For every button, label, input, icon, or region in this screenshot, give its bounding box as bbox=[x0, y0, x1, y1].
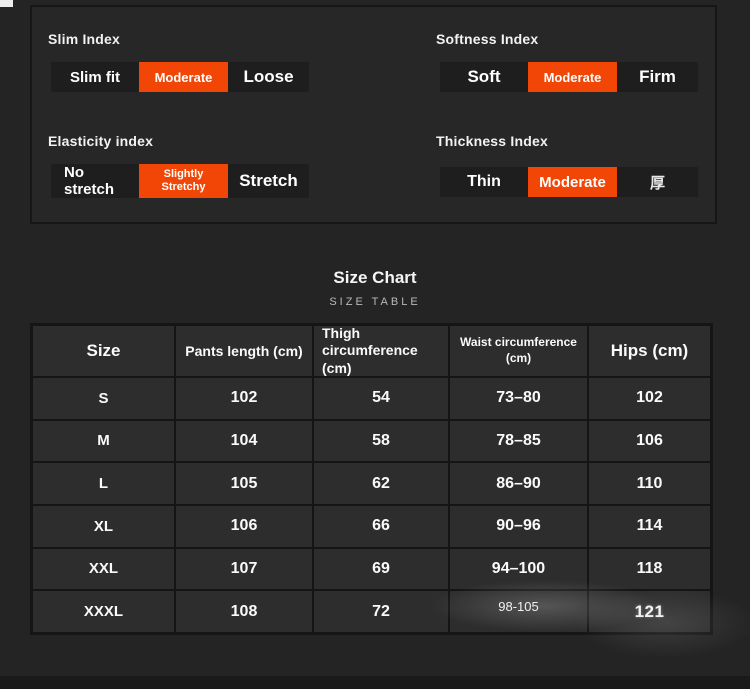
option-thin: Thin bbox=[440, 167, 528, 197]
cell-pants-xxxl: 108 bbox=[176, 591, 312, 632]
option-label: Soft bbox=[467, 67, 501, 86]
cell-hips-xxxl: 121 bbox=[589, 591, 710, 632]
option-softness-moderate: Moderate bbox=[528, 62, 617, 92]
option-firm: Firm bbox=[617, 62, 698, 92]
slim-index-bar: Slim fit Moderate Loose bbox=[51, 62, 309, 92]
cell-thigh-s: 54 bbox=[314, 378, 448, 419]
option-label: Moderate bbox=[539, 173, 606, 191]
softness-index-bar: Soft Moderate Firm bbox=[440, 62, 698, 92]
size-chart-table: Size Pants length (cm) Thigh circumferen… bbox=[30, 323, 713, 635]
cell-waist-xxxl: 98-105 bbox=[450, 591, 587, 632]
col-header-thigh-circumference: Thigh circumference (cm) bbox=[314, 325, 448, 376]
product-attributes-panel: Slim Index Slim fit Moderate Loose Softn… bbox=[30, 5, 717, 224]
col-header-waist-circumference: Waist circumference (cm) bbox=[450, 326, 587, 376]
option-label: Firm bbox=[639, 67, 676, 86]
cell-thigh-xxl: 69 bbox=[314, 548, 448, 590]
cell-size-xl: XL bbox=[33, 506, 174, 547]
cell-waist-l: 86–90 bbox=[450, 463, 587, 504]
option-label: Moderate bbox=[543, 69, 602, 85]
col-header-size: Size bbox=[33, 326, 174, 376]
option-stretch: Stretch bbox=[228, 164, 309, 198]
bottom-divider-strip bbox=[0, 676, 750, 689]
cell-hips-xxl: 118 bbox=[589, 548, 710, 590]
option-label: Stretch bbox=[239, 171, 298, 190]
cell-size-l: L bbox=[33, 463, 174, 504]
option-soft: Soft bbox=[440, 62, 528, 92]
cell-thigh-m: 58 bbox=[314, 420, 448, 462]
thickness-index-bar: Thin Moderate 厚 bbox=[440, 167, 698, 197]
softness-index-title: Softness Index bbox=[436, 31, 539, 47]
option-loose: Loose bbox=[228, 62, 309, 92]
option-label: Loose bbox=[243, 67, 294, 86]
option-slightly-stretchy: Slightly Stretchy bbox=[139, 164, 228, 198]
cell-thigh-xxxl: 72 bbox=[314, 591, 448, 632]
image-corner-chip bbox=[0, 0, 13, 7]
cell-hips-xl: 114 bbox=[589, 506, 710, 547]
cell-waist-m: 78–85 bbox=[450, 420, 587, 462]
size-chart-title: Size Chart bbox=[333, 268, 417, 287]
cell-size-s: S bbox=[33, 378, 174, 419]
cell-waist-xxl: 94–100 bbox=[450, 548, 587, 590]
cell-size-xxxl: XXXL bbox=[33, 591, 174, 632]
option-slim-fit: Slim fit bbox=[51, 62, 139, 92]
elasticity-index-title: Elasticity index bbox=[48, 133, 154, 149]
cell-hips-s: 102 bbox=[589, 378, 710, 419]
cell-pants-m: 104 bbox=[176, 420, 312, 462]
option-thick: 厚 bbox=[617, 167, 698, 197]
option-label: Slim fit bbox=[69, 68, 120, 86]
cell-pants-xl: 106 bbox=[176, 506, 312, 547]
option-label: Slightly Stretchy bbox=[161, 168, 206, 193]
option-label: No stretch bbox=[64, 163, 115, 198]
cell-thigh-l: 62 bbox=[314, 463, 448, 504]
elasticity-index-bar: No stretch Slightly Stretchy Stretch bbox=[51, 164, 309, 198]
cell-pants-l: 105 bbox=[176, 463, 312, 504]
size-chart-subtitle: SIZE TABLE bbox=[329, 296, 421, 308]
cell-hips-l: 110 bbox=[589, 463, 710, 504]
option-no-stretch: No stretch bbox=[51, 164, 139, 198]
cell-size-xxl: XXL bbox=[33, 548, 174, 590]
col-header-pants-length: Pants length (cm) bbox=[176, 326, 312, 376]
cell-size-m: M bbox=[33, 420, 174, 462]
option-label: Thin bbox=[467, 173, 501, 190]
cell-hips-m: 106 bbox=[589, 420, 710, 462]
thickness-index-title: Thickness Index bbox=[436, 133, 548, 149]
option-label: Moderate bbox=[154, 69, 213, 85]
cell-pants-s: 102 bbox=[176, 378, 312, 419]
cell-thigh-xl: 66 bbox=[314, 506, 448, 547]
option-thickness-moderate: Moderate bbox=[528, 167, 617, 197]
option-slim-moderate: Moderate bbox=[139, 62, 228, 92]
cell-waist-s: 73–80 bbox=[450, 378, 587, 419]
col-header-hips: Hips (cm) bbox=[589, 326, 710, 376]
option-label: 厚 bbox=[649, 174, 665, 192]
cell-pants-xxl: 107 bbox=[176, 548, 312, 590]
slim-index-title: Slim Index bbox=[48, 31, 121, 47]
cell-waist-xl: 90–96 bbox=[450, 506, 587, 547]
